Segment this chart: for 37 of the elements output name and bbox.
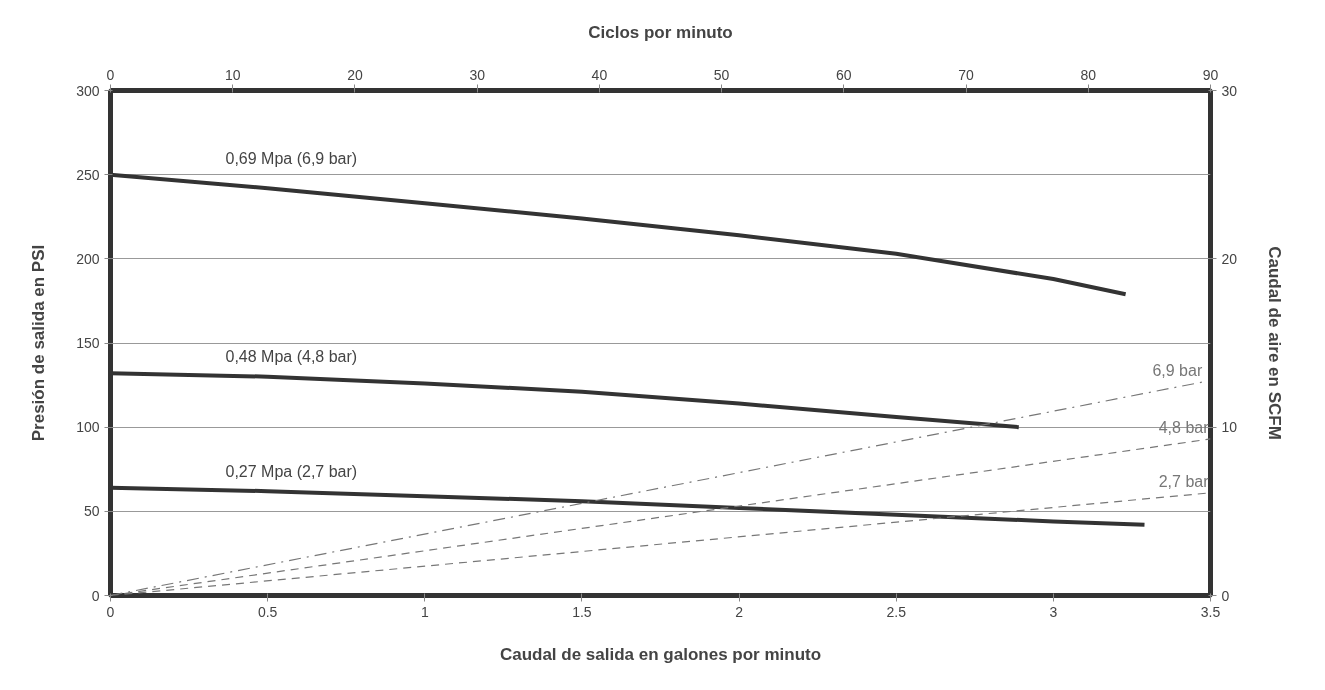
x2-tick-label: 40 <box>591 66 608 83</box>
y2-tick-label: 20 <box>1221 250 1238 267</box>
y2-tick-label: 0 <box>1221 587 1230 604</box>
y-tick-label: 50 <box>83 503 100 520</box>
x-tick-label: 3 <box>1049 603 1058 620</box>
y-tick-label: 150 <box>76 335 100 351</box>
y-tick-label: 250 <box>76 166 100 183</box>
x2-tick-label: 10 <box>224 66 241 83</box>
y-axis-title: Presión de salida en PSI <box>29 244 49 442</box>
y2-axis-title: Caudal de aire en SCFM <box>1265 246 1285 440</box>
x2-tick-label: 20 <box>347 66 363 83</box>
x2-tick-label: 30 <box>469 66 486 83</box>
x-axis-title: Caudal de salida en galones por minuto <box>499 644 822 664</box>
series-label: 0,48 Mpa (4,8 bar) <box>225 348 358 366</box>
x-tick-label: 0 <box>106 603 115 620</box>
x-tick-label: 1 <box>420 603 429 620</box>
y-tick-label: 100 <box>76 419 100 436</box>
series-label: 0,27 Mpa (2,7 bar) <box>225 462 358 480</box>
x2-tick-label: 90 <box>1202 66 1219 83</box>
x-tick-label: 1.5 <box>572 603 592 620</box>
x2-axis-title: Ciclos por minuto <box>588 22 733 42</box>
x2-tick-label: 60 <box>836 66 852 83</box>
y2-tick-label: 30 <box>1221 82 1238 99</box>
x-tick-label: 2.5 <box>886 603 907 620</box>
x2-tick-label: 80 <box>1080 66 1097 83</box>
y2-tick-label: 10 <box>1221 419 1238 436</box>
x2-tick-label: 0 <box>106 66 115 83</box>
y-tick-label: 300 <box>76 82 100 99</box>
x-tick-label: 2 <box>735 603 744 620</box>
series-label: 0,69 Mpa (6,9 bar) <box>225 149 358 167</box>
y-tick-label: 0 <box>91 587 100 604</box>
x2-tick-label: 70 <box>958 66 975 83</box>
x-tick-label: 0.5 <box>257 603 278 620</box>
series-label: 6,9 bar <box>1152 361 1203 379</box>
x-tick-label: 3.5 <box>1200 603 1221 620</box>
y-tick-label: 200 <box>76 250 100 267</box>
x2-tick-label: 50 <box>713 66 730 83</box>
